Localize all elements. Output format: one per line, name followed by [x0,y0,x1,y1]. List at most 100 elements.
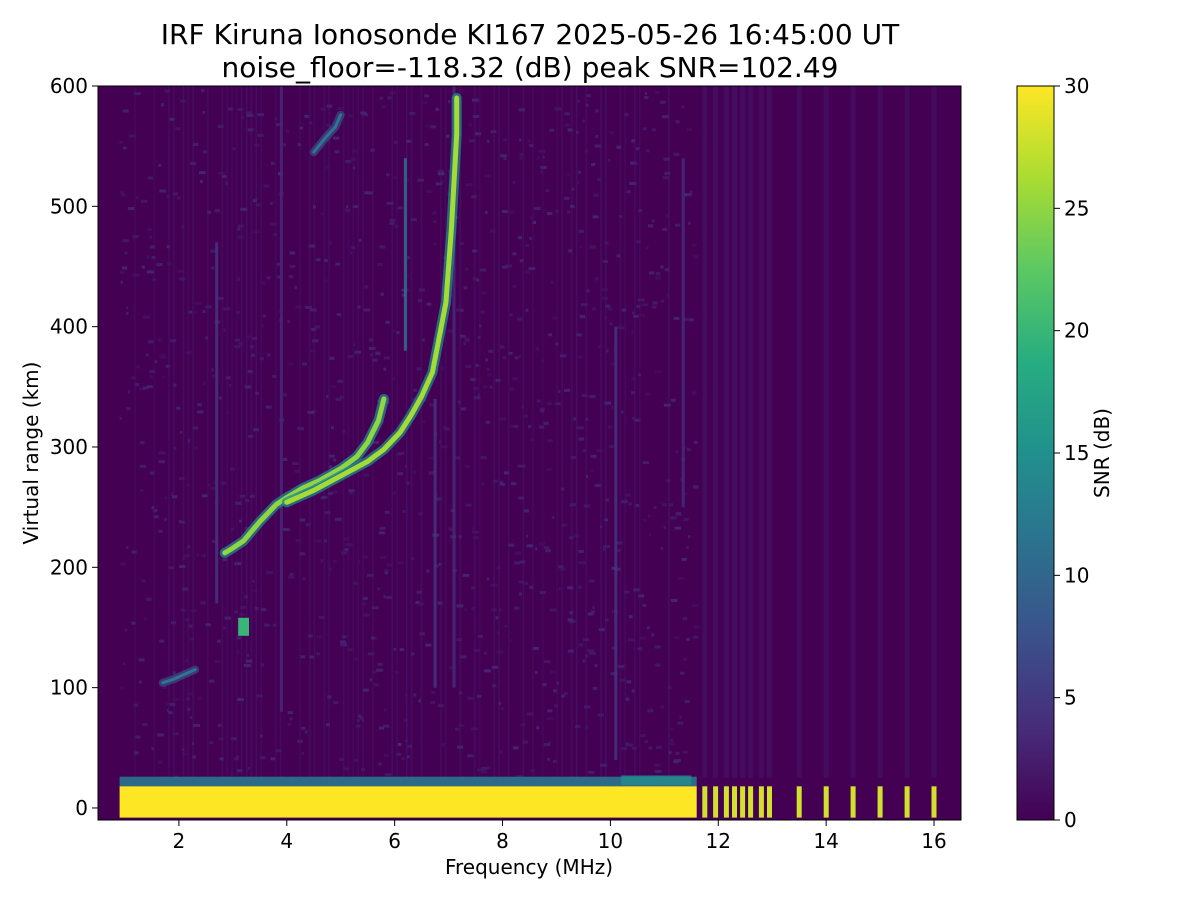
noise-field [119,88,700,781]
noise-cell [540,409,545,413]
noise-cell [392,329,397,333]
sparse-channel-column [823,86,829,778]
noise-cell [674,636,680,640]
noise-cell [157,733,164,737]
noise-cell [525,270,530,274]
noise-cell [642,519,647,522]
noise-cell [301,751,304,755]
noise-cell [476,278,480,282]
noise-cell [461,308,464,312]
noise-cell [573,417,577,421]
noise-cell [604,518,608,522]
noise-cell [123,662,126,666]
noise-cell [371,670,377,674]
noise-cell [236,636,241,640]
noise-cell [361,719,364,723]
noise-cell [231,737,237,741]
noise-cell [682,750,688,754]
noise-cell [567,618,574,622]
noise-cell [578,643,583,647]
noise-cell [661,299,664,303]
noise-cell [403,718,408,722]
noise-cell [446,134,450,138]
noise-cell [578,550,584,553]
noise-cell [525,244,529,247]
noise-cell [474,132,482,136]
noise-cell [147,228,153,231]
noise-cell [389,91,396,95]
noise-cell [120,686,125,690]
column-stripe [585,86,588,778]
noise-cell [233,610,239,614]
noise-cell [251,588,258,592]
noise-cell [675,751,680,755]
noise-cell [250,494,255,498]
noise-cell [475,364,479,367]
noise-cell [202,110,205,114]
column-stripe [575,86,578,778]
noise-cell [547,439,553,443]
noise-cell [410,652,415,656]
noise-cell [172,495,178,499]
noise-cell [483,651,488,655]
noise-cell [237,650,240,654]
column-stripe [561,86,563,778]
upper-band-echo [621,775,692,786]
noise-cell [149,370,155,373]
noise-cell [589,245,597,249]
noise-cell [246,335,252,339]
noise-cell [590,454,597,458]
noise-cell [262,314,266,318]
noise-cell [331,490,338,494]
noise-cell [648,224,654,228]
noise-cell [518,496,525,500]
noise-cell [311,327,317,331]
noise-cell [351,157,356,161]
column-stripe [600,86,602,778]
column-stripe [299,86,301,778]
column-stripe [240,86,243,778]
noise-cell [294,469,300,473]
noise-cell [194,310,197,314]
noise-cell [218,296,224,300]
noise-cell [247,369,253,373]
noise-cell [353,581,358,585]
noise-cell [358,238,362,242]
noise-cell [477,393,480,397]
noise-cell [142,723,148,726]
noise-cell [470,377,477,381]
noise-cell [340,395,344,399]
noise-cell [377,263,383,266]
noise-cell [197,403,202,407]
noise-cell [419,632,425,636]
noise-cell [471,195,477,199]
noise-cell [587,649,595,653]
noise-cell [561,487,565,491]
noise-cell [223,626,226,630]
noise-cell [393,176,398,180]
noise-cell [471,607,475,611]
noise-cell [653,506,657,509]
noise-cell [261,324,264,328]
noise-cell [329,356,335,360]
noise-cell [592,687,598,690]
noise-cell [617,549,621,552]
noise-cell [435,107,439,111]
noise-cell [418,288,425,292]
noise-cell [509,424,514,428]
noise-cell [316,258,321,262]
noise-cell [392,377,396,381]
noise-cell [236,310,240,314]
noise-cell [585,418,588,421]
noise-cell [495,616,499,620]
noise-cell [447,329,454,333]
noise-cell [187,692,194,696]
noise-cell [556,681,559,685]
noise-cell [664,268,670,272]
noise-cell [126,306,129,310]
noise-cell [652,301,658,305]
noise-cell [308,121,313,125]
column-stripe [352,86,355,778]
noise-cell [654,770,662,773]
noise-cell [509,638,512,642]
